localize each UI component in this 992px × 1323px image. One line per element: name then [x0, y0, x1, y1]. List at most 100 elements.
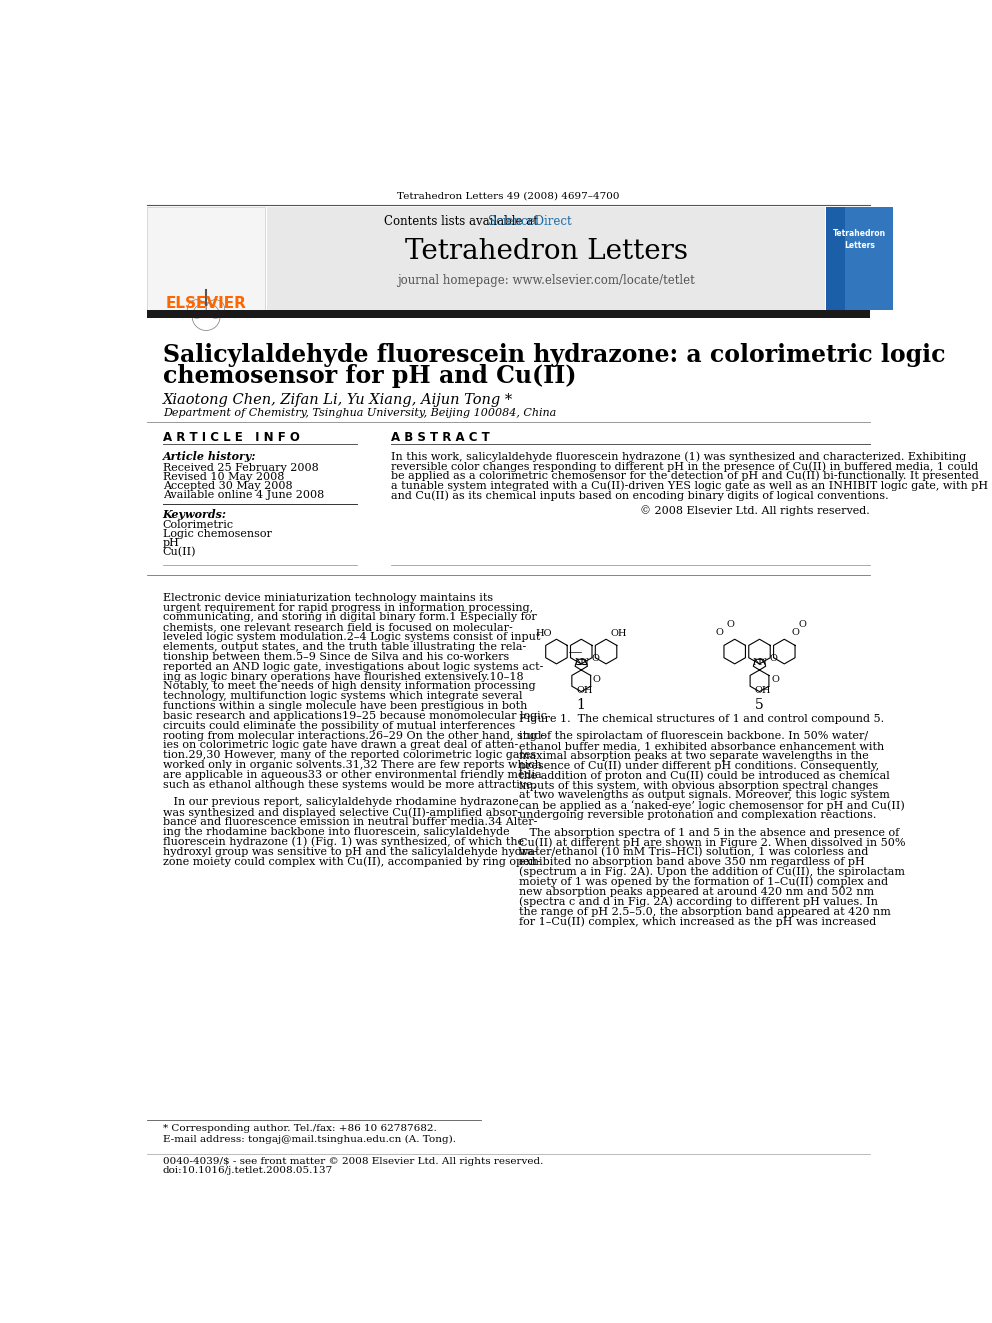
- Text: undergoing reversible protonation and complexation reactions.: undergoing reversible protonation and co…: [519, 810, 877, 820]
- Text: bance and fluorescence emission in neutral buffer media.34 Alter-: bance and fluorescence emission in neutr…: [163, 818, 537, 827]
- Text: reversible color changes responding to different pH in the presence of Cu(II) in: reversible color changes responding to d…: [392, 462, 978, 472]
- Text: circuits could eliminate the possibility of mutual interferences: circuits could eliminate the possibility…: [163, 721, 515, 730]
- Text: The absorption spectra of 1 and 5 in the absence and presence of: The absorption spectra of 1 and 5 in the…: [519, 828, 900, 837]
- Text: O: O: [593, 675, 601, 684]
- Text: tionship between them.5–9 Since de Silva and his co-workers: tionship between them.5–9 Since de Silva…: [163, 652, 509, 662]
- Text: Tetrahedron Letters: Tetrahedron Letters: [405, 238, 687, 265]
- Text: such as ethanol although these systems would be more attractive.: such as ethanol although these systems w…: [163, 781, 536, 790]
- Text: chemosensor for pH and Cu(II): chemosensor for pH and Cu(II): [163, 364, 576, 388]
- Text: hydroxyl group was sensitive to pH and the salicylaldehyde hydra-: hydroxyl group was sensitive to pH and t…: [163, 847, 538, 857]
- Text: O: O: [792, 627, 800, 636]
- Text: be applied as a colorimetric chemosensor for the detection of pH and Cu(II) bi-f: be applied as a colorimetric chemosensor…: [392, 471, 979, 482]
- Text: can be applied as a ‘naked-eye’ logic chemosensor for pH and Cu(II): can be applied as a ‘naked-eye’ logic ch…: [519, 800, 905, 811]
- Bar: [845, 206, 893, 311]
- Text: moiety of 1 was opened by the formation of 1–Cu(II) complex and: moiety of 1 was opened by the formation …: [519, 877, 889, 888]
- Bar: [147, 206, 265, 311]
- Bar: [826, 206, 893, 311]
- Text: In our previous report, salicylaldehyde rhodamine hydrazone: In our previous report, salicylaldehyde …: [163, 798, 519, 807]
- Text: rooting from molecular interactions.26–29 On the other hand, stud-: rooting from molecular interactions.26–2…: [163, 730, 545, 741]
- Text: O: O: [715, 627, 723, 636]
- Text: A R T I C L E   I N F O: A R T I C L E I N F O: [163, 431, 300, 445]
- Text: Electronic device miniaturization technology maintains its: Electronic device miniaturization techno…: [163, 593, 493, 603]
- Text: exhibited no absorption band above 350 nm regardless of pH: exhibited no absorption band above 350 n…: [519, 857, 865, 868]
- Text: chemists, one relevant research field is focused on molecular-: chemists, one relevant research field is…: [163, 622, 513, 632]
- Text: ies on colorimetric logic gate have drawn a great deal of atten-: ies on colorimetric logic gate have draw…: [163, 741, 518, 750]
- Text: * Corresponding author. Tel./fax: +86 10 62787682.: * Corresponding author. Tel./fax: +86 10…: [163, 1125, 436, 1134]
- Text: ing of the spirolactam of fluorescein backbone. In 50% water/: ing of the spirolactam of fluorescein ba…: [519, 732, 868, 741]
- Text: ELSEVIER: ELSEVIER: [166, 296, 247, 311]
- Text: urgent requirement for rapid progress in information processing,: urgent requirement for rapid progress in…: [163, 602, 533, 613]
- Text: N: N: [753, 658, 760, 667]
- Text: N: N: [574, 658, 582, 667]
- Text: inputs of this system, with obvious absorption spectral changes: inputs of this system, with obvious abso…: [519, 781, 879, 791]
- Text: leveled logic system modulation.2–4 Logic systems consist of input: leveled logic system modulation.2–4 Logi…: [163, 632, 540, 642]
- Text: HO: HO: [536, 630, 553, 638]
- Text: technology, multifunction logic systems which integrate several: technology, multifunction logic systems …: [163, 691, 522, 701]
- Text: Cu(II): Cu(II): [163, 548, 196, 557]
- Text: a tunable system integrated with a Cu(II)-driven YES logic gate as well as an IN: a tunable system integrated with a Cu(II…: [392, 480, 988, 491]
- Text: Logic chemosensor: Logic chemosensor: [163, 529, 272, 538]
- Text: reported an AND logic gate, investigations about logic systems act-: reported an AND logic gate, investigatio…: [163, 662, 544, 672]
- Text: are applicable in aqueous33 or other environmental friendly media: are applicable in aqueous33 or other env…: [163, 770, 542, 781]
- Text: ing the rhodamine backbone into fluorescein, salicylaldehyde: ing the rhodamine backbone into fluoresc…: [163, 827, 509, 837]
- Text: O: O: [591, 654, 599, 663]
- Text: Figure 1.  The chemical structures of 1 and control compound 5.: Figure 1. The chemical structures of 1 a…: [519, 714, 885, 724]
- Text: the range of pH 2.5–5.0, the absorption band appeared at 420 nm: the range of pH 2.5–5.0, the absorption …: [519, 906, 891, 917]
- Text: Cu(II) at different pH are shown in Figure 2. When dissolved in 50%: Cu(II) at different pH are shown in Figu…: [519, 837, 906, 848]
- Text: maximal absorption peaks at two separate wavelengths in the: maximal absorption peaks at two separate…: [519, 751, 869, 761]
- Text: Notably, to meet the needs of high density information processing: Notably, to meet the needs of high densi…: [163, 681, 536, 692]
- Text: O: O: [771, 675, 779, 684]
- Text: was synthesized and displayed selective Cu(II)-amplified absor-: was synthesized and displayed selective …: [163, 807, 521, 818]
- Text: water/ethanol (10 mM Tris–HCl) solution, 1 was colorless and: water/ethanol (10 mM Tris–HCl) solution,…: [519, 847, 869, 857]
- Text: Available online 4 June 2008: Available online 4 June 2008: [163, 491, 324, 500]
- Text: functions within a single molecule have been prestigious in both: functions within a single molecule have …: [163, 701, 527, 710]
- Text: A B S T R A C T: A B S T R A C T: [392, 431, 490, 445]
- Text: Xiaotong Chen, Zifan Li, Yu Xiang, Aijun Tong *: Xiaotong Chen, Zifan Li, Yu Xiang, Aijun…: [163, 393, 513, 406]
- Text: O: O: [726, 620, 734, 628]
- Text: Received 25 February 2008: Received 25 February 2008: [163, 463, 318, 472]
- Text: O: O: [770, 654, 778, 663]
- Text: Article history:: Article history:: [163, 451, 256, 462]
- Text: elements, output states, and the truth table illustrating the rela-: elements, output states, and the truth t…: [163, 642, 526, 652]
- Text: Revised 10 May 2008: Revised 10 May 2008: [163, 472, 284, 482]
- Text: at two wavelengths as output signals. Moreover, this logic system: at two wavelengths as output signals. Mo…: [519, 790, 890, 800]
- Text: presence of Cu(II) under different pH conditions. Consequently,: presence of Cu(II) under different pH co…: [519, 761, 879, 771]
- Text: OH: OH: [755, 687, 772, 695]
- Text: for 1–Cu(II) complex, which increased as the pH was increased: for 1–Cu(II) complex, which increased as…: [519, 916, 877, 926]
- Text: basic research and applications19–25 because monomolecular logic: basic research and applications19–25 bec…: [163, 710, 547, 721]
- Text: E-mail address: tongaj@mail.tsinghua.edu.cn (A. Tong).: E-mail address: tongaj@mail.tsinghua.edu…: [163, 1134, 455, 1143]
- Text: communicating, and storing in digital binary form.1 Especially for: communicating, and storing in digital bi…: [163, 613, 537, 622]
- Text: Tetrahedron Letters 49 (2008) 4697–4700: Tetrahedron Letters 49 (2008) 4697–4700: [397, 192, 620, 200]
- Text: (spectra c and d in Fig. 2A) according to different pH values. In: (spectra c and d in Fig. 2A) according t…: [519, 897, 878, 908]
- Text: Department of Chemistry, Tsinghua University, Beijing 100084, China: Department of Chemistry, Tsinghua Univer…: [163, 407, 556, 418]
- Text: OH: OH: [610, 630, 627, 638]
- Text: 1: 1: [576, 699, 585, 713]
- Text: Accepted 30 May 2008: Accepted 30 May 2008: [163, 482, 293, 491]
- Text: 5: 5: [755, 699, 764, 713]
- Text: zone moiety could complex with Cu(II), accompanied by ring open-: zone moiety could complex with Cu(II), a…: [163, 856, 541, 867]
- Text: Keywords:: Keywords:: [163, 509, 227, 520]
- Text: pH: pH: [163, 538, 180, 548]
- Text: Salicylaldehyde fluorescein hydrazone: a colorimetric logic: Salicylaldehyde fluorescein hydrazone: a…: [163, 343, 945, 366]
- Text: journal homepage: www.elsevier.com/locate/tetlet: journal homepage: www.elsevier.com/locat…: [398, 274, 695, 287]
- Text: new absorption peaks appeared at around 420 nm and 502 nm: new absorption peaks appeared at around …: [519, 886, 874, 897]
- Text: OH: OH: [576, 687, 593, 695]
- Text: fluorescein hydrazone (1) (Fig. 1) was synthesized, of which the: fluorescein hydrazone (1) (Fig. 1) was s…: [163, 836, 524, 847]
- Text: N: N: [580, 658, 588, 667]
- Text: 0040-4039/$ - see front matter © 2008 Elsevier Ltd. All rights reserved.: 0040-4039/$ - see front matter © 2008 El…: [163, 1156, 544, 1166]
- Text: O: O: [799, 620, 806, 628]
- Text: In this work, salicylaldehyde fluorescein hydrazone (1) was synthesized and char: In this work, salicylaldehyde fluorescei…: [392, 451, 966, 462]
- Text: ing as logic binary operations have flourished extensively.10–18: ing as logic binary operations have flou…: [163, 672, 524, 681]
- Text: ScienceDirect: ScienceDirect: [488, 216, 571, 229]
- Text: and Cu(II) as its chemical inputs based on encoding binary digits of logical con: and Cu(II) as its chemical inputs based …: [392, 490, 889, 500]
- Bar: [147, 310, 870, 318]
- Bar: [268, 206, 825, 311]
- Text: (spectrum a in Fig. 2A). Upon the addition of Cu(II), the spirolactam: (spectrum a in Fig. 2A). Upon the additi…: [519, 867, 906, 877]
- Text: doi:10.1016/j.tetlet.2008.05.137: doi:10.1016/j.tetlet.2008.05.137: [163, 1166, 333, 1175]
- Text: tion.29,30 However, many of the reported colorimetric logic gates: tion.29,30 However, many of the reported…: [163, 750, 536, 761]
- Text: N: N: [759, 658, 767, 667]
- Text: Contents lists available at: Contents lists available at: [384, 216, 542, 229]
- Text: the addition of proton and Cu(II) could be introduced as chemical: the addition of proton and Cu(II) could …: [519, 770, 890, 781]
- Text: worked only in organic solvents.31,32 There are few reports which: worked only in organic solvents.31,32 Th…: [163, 761, 542, 770]
- Text: © 2008 Elsevier Ltd. All rights reserved.: © 2008 Elsevier Ltd. All rights reserved…: [640, 505, 870, 516]
